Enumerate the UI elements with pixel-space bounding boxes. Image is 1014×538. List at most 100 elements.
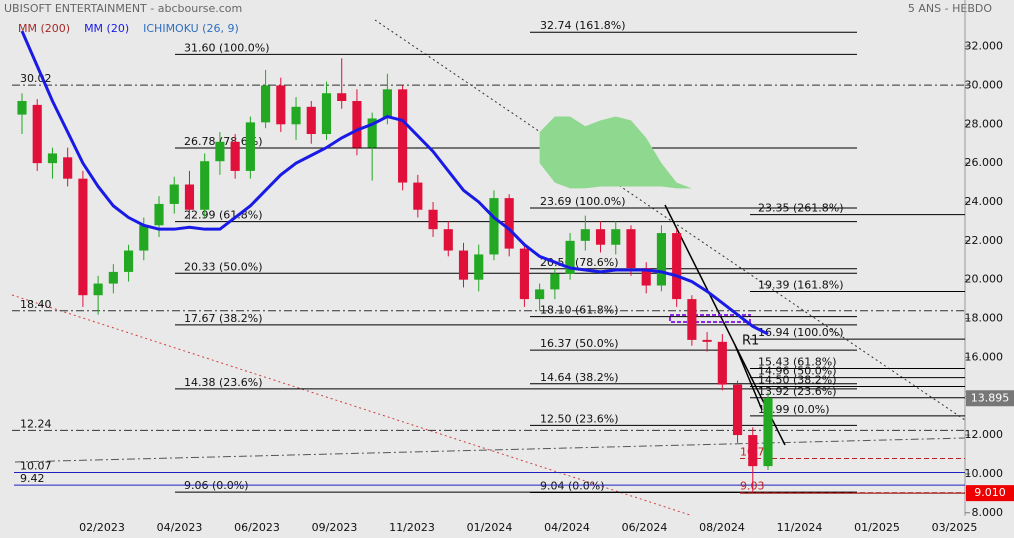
- legend-item: MM (20): [84, 22, 129, 35]
- level-label: 17.67 (38.2%): [184, 312, 263, 325]
- level-label: 13.92 (23.6%): [758, 385, 837, 398]
- candle-body: [702, 339, 712, 342]
- level-label: 23.69 (100.0%): [540, 195, 626, 208]
- ichimoku-cloud: [539, 116, 692, 189]
- candle-body: [306, 106, 316, 135]
- candle-body: [611, 229, 621, 245]
- level-label: 14.38 (23.6%): [184, 376, 263, 389]
- candle-body: [321, 93, 332, 135]
- candle-body: [32, 104, 42, 164]
- y-tick-label: 24.000: [965, 195, 1004, 208]
- level-label: 30.02: [20, 72, 52, 85]
- candle-body: [595, 229, 606, 245]
- y-tick-label: 16.000: [965, 350, 1004, 363]
- legend-item: ICHIMOKU (26, 9): [143, 22, 239, 35]
- candle-body: [154, 203, 164, 226]
- candle-body: [17, 100, 27, 115]
- level-label: 9.03: [740, 480, 765, 493]
- candle-body: [489, 198, 499, 255]
- candle-body: [672, 233, 682, 300]
- zone-box: [669, 314, 751, 323]
- candle-body: [535, 289, 545, 300]
- candle-body: [443, 229, 453, 251]
- x-tick-label: 01/2024: [467, 521, 513, 534]
- x-tick-label: 09/2023: [312, 521, 358, 534]
- trend-line: [14, 437, 966, 463]
- candle-body: [291, 106, 301, 125]
- candle-body: [184, 184, 195, 210]
- level-label: 12.24: [20, 417, 52, 430]
- y-tick-label: 8.000: [972, 506, 1004, 519]
- candle-body: [519, 248, 529, 300]
- x-tick-label: 01/2025: [854, 521, 900, 534]
- y-tick-label: 18.000: [965, 312, 1004, 325]
- candle-body: [352, 100, 362, 148]
- level-label: 14.50 (38.2%): [758, 374, 837, 387]
- legend-item: MM (200): [18, 22, 70, 35]
- x-tick-label: 06/2024: [622, 521, 668, 534]
- candle-body: [108, 271, 118, 284]
- level-label: 14.64 (38.2%): [540, 371, 619, 384]
- candle-body: [47, 153, 58, 164]
- x-tick-label: 06/2023: [234, 521, 280, 534]
- level-label: 18.40: [20, 298, 52, 311]
- level-label: 9.04 (0.0%): [540, 480, 605, 493]
- level-label: 31.60 (100.0%): [184, 41, 270, 54]
- candle-body: [245, 122, 255, 171]
- x-tick-label: 04/2023: [157, 521, 203, 534]
- trend-line: [11, 294, 691, 516]
- level-label: 16.37 (50.0%): [540, 337, 619, 350]
- candle-body: [78, 178, 88, 296]
- candle-body: [717, 341, 727, 385]
- x-tick-label: 03/2025: [932, 521, 978, 534]
- candle-body: [215, 141, 225, 162]
- y-tick-label: 30.000: [965, 78, 1004, 91]
- candle-body: [732, 384, 743, 436]
- level-label: 26.78 (78.6%): [184, 135, 263, 148]
- candle-body: [626, 229, 636, 269]
- candle-body: [276, 85, 286, 125]
- level-label: 12.50 (23.6%): [540, 412, 619, 425]
- candle-body: [124, 250, 134, 272]
- candle-body: [580, 229, 590, 241]
- candle-body: [367, 118, 377, 148]
- y-tick-label: 28.000: [965, 117, 1004, 130]
- level-label: 10.07: [20, 460, 52, 473]
- candle-body: [261, 85, 271, 123]
- y-tick-label: 20.000: [965, 273, 1004, 286]
- level-label: 12.99 (0.0%): [758, 403, 830, 416]
- level-label: 20.33 (50.0%): [184, 260, 263, 273]
- y-tick-label: 26.000: [965, 156, 1004, 169]
- annotation: R1: [742, 334, 759, 349]
- candle-body: [139, 225, 149, 251]
- x-tick-label: 04/2024: [544, 521, 590, 534]
- candle-body: [504, 198, 514, 249]
- trend-line: [374, 19, 966, 421]
- x-tick-label: 11/2024: [777, 521, 823, 534]
- candle-body: [458, 250, 469, 280]
- level-label: 19.39 (161.8%): [758, 279, 844, 292]
- candle-body: [93, 283, 103, 296]
- candle-body: [687, 299, 697, 340]
- x-tick-label: 02/2023: [79, 521, 125, 534]
- price-tag: [966, 485, 1014, 502]
- candle-body: [550, 273, 560, 290]
- y-tick-label: 12.000: [965, 428, 1004, 441]
- level-label: 22.99 (61.8%): [184, 209, 263, 222]
- x-tick-label: 08/2024: [699, 521, 745, 534]
- candle-body: [428, 209, 438, 230]
- ma20-line: [20, 30, 769, 336]
- trend-line: [734, 344, 763, 411]
- level-label: 18.10 (61.8%): [540, 304, 619, 317]
- candle-body: [337, 93, 347, 101]
- chart-title: UBISOFT ENTERTAINMENT - abcbourse.com: [4, 2, 242, 15]
- level-label: 15.43 (61.8%): [758, 355, 837, 368]
- level-label: 16.94 (100.0%): [758, 326, 844, 339]
- chart-subtitle: 5 ANS - HEBDO: [908, 2, 992, 15]
- candle-body: [763, 398, 773, 467]
- y-tick-label: 22.000: [965, 234, 1004, 247]
- candle-body: [748, 435, 758, 467]
- candle-body: [200, 161, 210, 210]
- candle-body: [565, 240, 575, 274]
